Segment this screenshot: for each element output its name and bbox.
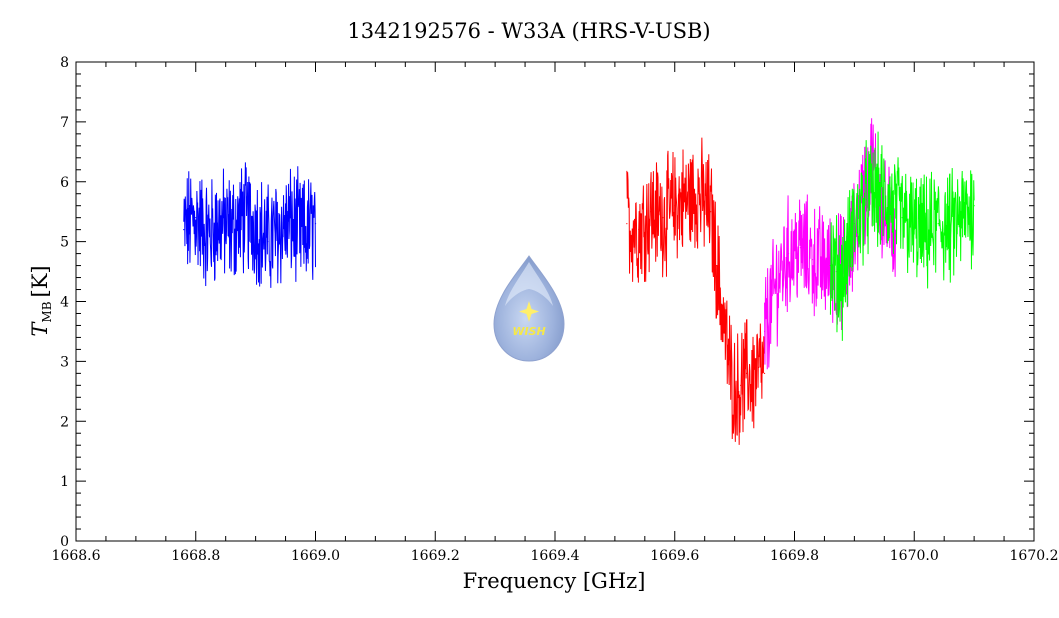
data-point (757, 366, 760, 368)
data-point (949, 229, 951, 231)
spectrum-series-2 (626, 137, 766, 445)
y-axis-label-sub: MB (40, 301, 54, 322)
data-point (650, 211, 652, 213)
data-point (937, 223, 939, 225)
data-point (799, 247, 802, 249)
data-point (278, 229, 281, 231)
data-point (195, 217, 197, 219)
star-icon (519, 301, 539, 322)
data-point (231, 229, 233, 231)
data-point (716, 264, 718, 267)
data-point (829, 264, 832, 267)
x-tick-label: 1668.6 (52, 548, 101, 564)
data-point (267, 241, 269, 243)
data-point (763, 372, 766, 374)
data-point (853, 223, 855, 225)
spectrum-series-1 (183, 162, 316, 288)
data-point (728, 360, 730, 362)
data-point (883, 217, 885, 219)
data-point (686, 199, 688, 201)
y-axis-label-main: T (28, 321, 52, 337)
spectrum-series-3 (764, 118, 897, 370)
data-point (626, 223, 628, 225)
data-point (734, 390, 736, 392)
data-point (183, 229, 185, 231)
data-point (638, 229, 640, 231)
x-tick-label: 1669.2 (411, 548, 460, 564)
y-tick-label: 4 (60, 295, 69, 311)
data-point (662, 217, 664, 219)
data-point (811, 258, 814, 261)
data-point (913, 229, 915, 231)
chart-title: 1342192576 - W33A (HRS-V-USB) (347, 19, 710, 43)
data-point (746, 372, 748, 374)
data-point (877, 193, 879, 195)
x-tick-label: 1669.6 (650, 548, 699, 564)
x-tick-label: 1670.0 (890, 548, 939, 564)
data-point (901, 217, 903, 219)
data-point (787, 253, 790, 255)
data-point (763, 330, 766, 333)
y-tick-label: 5 (60, 235, 69, 251)
data-point (823, 264, 826, 267)
data-point (698, 193, 700, 195)
data-point (674, 205, 676, 207)
y-tick-labels: 0 1 2 3 4 5 6 7 8 (60, 55, 69, 550)
spectrum-series (183, 118, 975, 445)
y-tick-label: 7 (60, 115, 69, 131)
axis-ticks (75, 61, 1035, 542)
y-tick-label: 2 (60, 414, 69, 430)
data-point (722, 312, 724, 315)
data-point (243, 217, 245, 219)
data-point (961, 217, 963, 219)
y-tick-label: 8 (60, 55, 69, 71)
data-point (290, 223, 293, 225)
data-point (219, 223, 221, 225)
drop-highlight (505, 262, 553, 306)
data-point (255, 223, 257, 225)
x-tick-label: 1669.4 (531, 548, 580, 564)
y-tick-label: 1 (60, 474, 69, 490)
data-point (302, 235, 305, 237)
x-axis-label: Frequency [GHz] (463, 569, 646, 593)
logo-text: WISH (512, 325, 545, 338)
data-point (710, 211, 712, 213)
y-tick-label: 6 (60, 175, 69, 191)
data-point (841, 276, 844, 279)
data-point (775, 282, 778, 285)
x-tick-label: 1670.2 (1010, 548, 1059, 564)
data-point (314, 223, 317, 225)
y-axis-label: TMB [K] (28, 265, 54, 336)
data-point (889, 205, 891, 207)
data-point (207, 235, 209, 237)
x-tick-labels: 1668.6 1668.8 1669.0 1669.2 1669.4 1669.6 1669… (52, 548, 1059, 564)
data-point (865, 199, 867, 201)
data-point (973, 205, 975, 207)
wish-logo: WISH (493, 255, 565, 362)
x-tick-label: 1669.8 (770, 548, 819, 564)
data-point (740, 384, 742, 386)
y-tick-label: 3 (60, 354, 69, 370)
x-tick-label: 1669.0 (291, 548, 340, 564)
spectrum-series-4 (829, 131, 975, 341)
x-tick-label: 1668.8 (171, 548, 220, 564)
y-axis-label-unit: [K] (28, 265, 52, 297)
data-point (925, 235, 927, 237)
data-point (751, 378, 754, 380)
y-tick-label: 0 (60, 534, 69, 550)
